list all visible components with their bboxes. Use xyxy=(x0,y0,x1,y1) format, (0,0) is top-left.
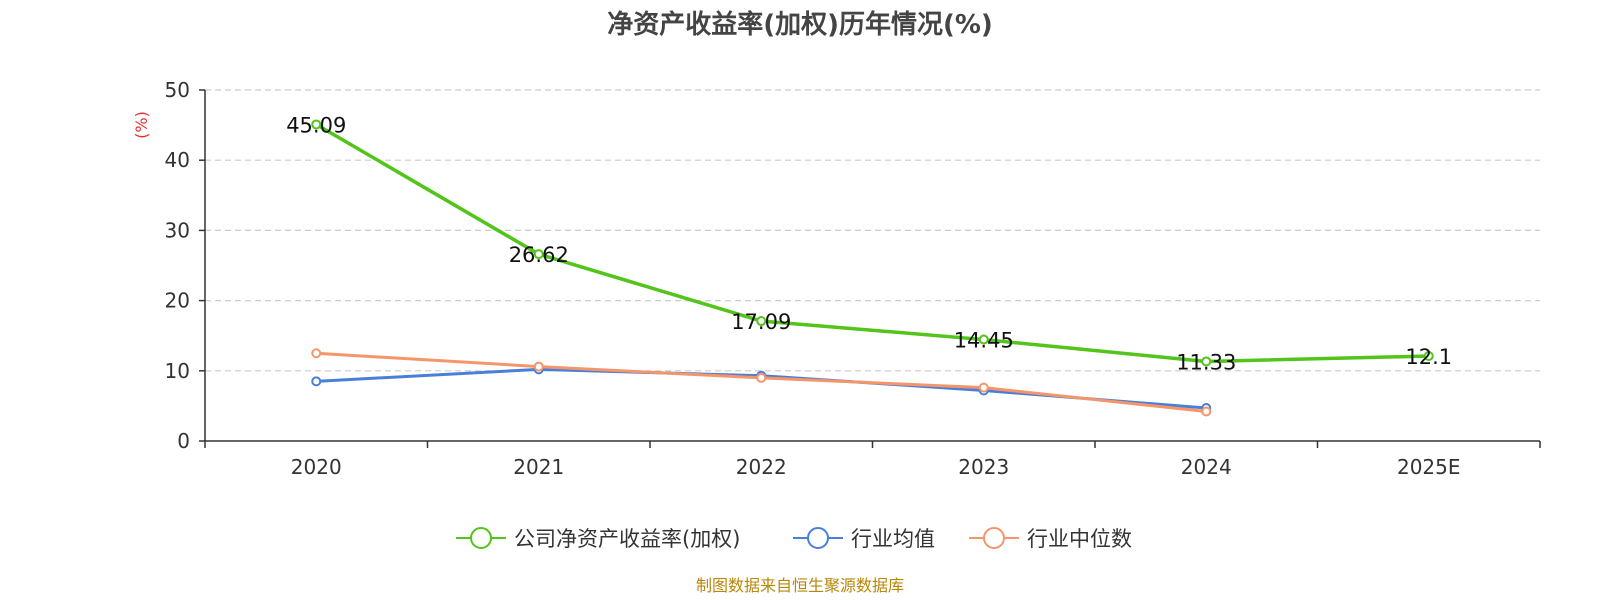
data-point[interactable] xyxy=(533,361,544,372)
data-point[interactable] xyxy=(756,372,767,383)
y-tick-label: 10 xyxy=(165,359,190,383)
series-line-0 xyxy=(315,122,1429,364)
x-tick-label: 2023 xyxy=(958,455,1009,479)
data-label: 26.62 xyxy=(509,243,569,267)
legend-marker xyxy=(470,527,492,549)
data-label: 17.09 xyxy=(731,310,791,334)
data-point[interactable] xyxy=(978,382,989,393)
data-labels: 45.09 26.62 17.09 14.45 11.33 12.1 xyxy=(286,113,1452,374)
data-point[interactable] xyxy=(311,119,322,130)
legend-item-0[interactable]: 公司净资产收益率(加权) xyxy=(456,527,740,551)
data-label: 14.45 xyxy=(954,329,1014,353)
grid-lines xyxy=(205,89,1540,372)
y-tick-label: 20 xyxy=(165,289,190,313)
legend-label: 行业均值 xyxy=(851,527,935,551)
data-point[interactable] xyxy=(533,249,544,260)
x-tick-label: 2021 xyxy=(513,455,564,479)
legend-label: 公司净资产收益率(加权) xyxy=(514,527,740,551)
legend-marker xyxy=(983,527,1005,549)
axes: 0 10 20 30 40 50 2020 2021 2022 2023 2024 2025E xyxy=(165,78,1541,479)
data-point[interactable] xyxy=(756,316,767,327)
data-label: 12.1 xyxy=(1405,345,1452,369)
y-tick-label: 0 xyxy=(177,429,190,453)
data-point[interactable] xyxy=(978,334,989,345)
legend-marker xyxy=(807,527,829,549)
legend-item-1[interactable]: 行业均值 xyxy=(793,527,935,551)
source-note: 制图数据来自恒生聚源数据库 xyxy=(696,576,904,595)
y-tick-label: 30 xyxy=(165,218,190,242)
y-tick-label: 40 xyxy=(165,148,190,172)
data-point[interactable] xyxy=(1201,356,1212,367)
series-group xyxy=(311,119,1434,417)
chart-title: 净资产收益率(加权)历年情况(%) xyxy=(607,9,993,40)
x-tick-label: 2022 xyxy=(736,455,787,479)
x-tick-label: 2020 xyxy=(291,455,342,479)
data-point[interactable] xyxy=(1423,351,1434,362)
data-point[interactable] xyxy=(311,376,322,387)
data-point[interactable] xyxy=(1201,406,1212,417)
data-point[interactable] xyxy=(311,348,322,359)
y-axis-label: (%) xyxy=(132,111,151,139)
y-tick-label: 50 xyxy=(165,78,190,102)
data-label: 11.33 xyxy=(1176,350,1236,374)
data-label: 45.09 xyxy=(286,113,346,137)
x-tick-label: 2025E xyxy=(1397,455,1461,479)
x-tick-label: 2024 xyxy=(1181,455,1232,479)
legend-label: 行业中位数 xyxy=(1027,527,1132,551)
legend[interactable]: 公司净资产收益率(加权) 行业均值 行业中位数 xyxy=(456,527,1132,551)
legend-item-2[interactable]: 行业中位数 xyxy=(969,527,1132,551)
